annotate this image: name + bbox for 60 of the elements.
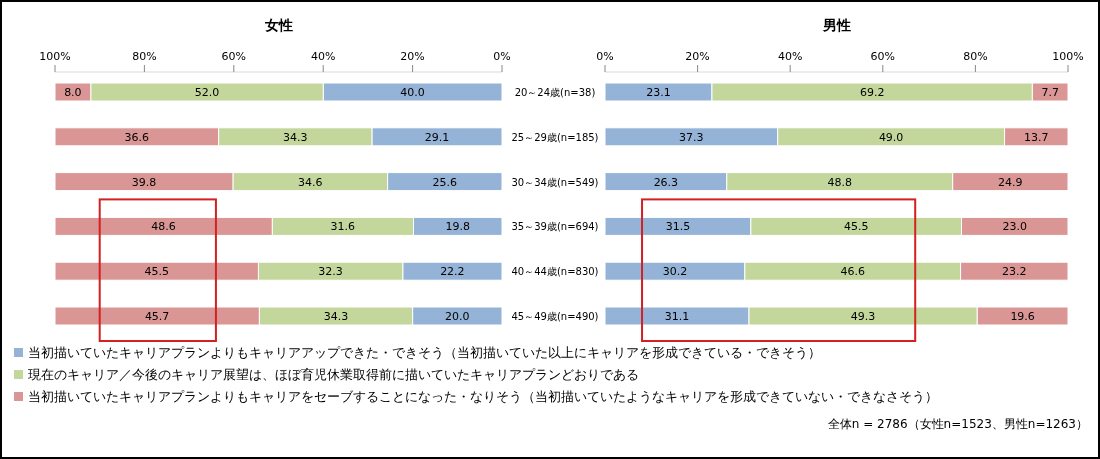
x-tick-label: 80% bbox=[132, 50, 157, 63]
data-label: 39.8 bbox=[131, 175, 157, 189]
data-label: 29.1 bbox=[424, 130, 450, 144]
data-label: 25.6 bbox=[432, 175, 458, 189]
data-label: 48.6 bbox=[151, 220, 176, 234]
data-label: 22.2 bbox=[440, 265, 465, 279]
data-label: 23.1 bbox=[646, 86, 671, 99]
data-label: 45.5 bbox=[144, 265, 169, 279]
data-label: 40.0 bbox=[400, 86, 425, 99]
data-label: 31.1 bbox=[664, 310, 690, 323]
x-tick-label: 0% bbox=[596, 50, 614, 63]
data-label: 49.0 bbox=[878, 130, 904, 144]
data-label: 13.7 bbox=[1024, 130, 1049, 144]
y-tick-label: 45～49歳(n=490) bbox=[511, 311, 599, 322]
data-label: 26.3 bbox=[653, 175, 679, 189]
data-label: 69.2 bbox=[859, 86, 885, 99]
data-label: 7.7 bbox=[1041, 86, 1059, 99]
data-label: 20.0 bbox=[445, 310, 470, 323]
data-label: 34.3 bbox=[283, 130, 308, 144]
data-label: 34.6 bbox=[297, 175, 323, 189]
data-label: 31.6 bbox=[330, 220, 356, 234]
x-tick-label: 20% bbox=[685, 50, 710, 63]
x-tick-label: 0% bbox=[493, 50, 511, 63]
data-label: 31.5 bbox=[665, 220, 691, 234]
data-label: 19.6 bbox=[1010, 310, 1035, 323]
data-label: 32.3 bbox=[318, 265, 343, 279]
data-label: 34.3 bbox=[323, 310, 349, 323]
data-label: 23.0 bbox=[1002, 220, 1028, 234]
x-tick-label: 80% bbox=[963, 50, 988, 63]
data-label: 30.2 bbox=[662, 265, 688, 279]
data-label: 48.8 bbox=[827, 175, 852, 189]
data-label: 37.3 bbox=[679, 130, 704, 144]
data-label: 52.0 bbox=[194, 86, 220, 99]
chart-title: 女性 bbox=[263, 17, 293, 33]
data-label: 45.7 bbox=[144, 310, 170, 323]
y-tick-label: 40～44歳(n=830) bbox=[511, 266, 599, 278]
data-label: 23.2 bbox=[1002, 265, 1027, 279]
x-tick-label: 60% bbox=[221, 50, 247, 63]
text: 全体n = 2786（女性n=1523、男性n=1263） bbox=[827, 417, 1088, 431]
legend-label: 当初描いていたキャリアプランよりもキャリアアップできた・できそう（当初描いていた以上にキャリアを形成できている・できそう） bbox=[28, 345, 821, 360]
x-tick-label: 40% bbox=[777, 50, 803, 63]
data-label: 19.8 bbox=[445, 220, 470, 234]
x-tick-label: 100% bbox=[1052, 50, 1084, 63]
y-tick-label: 20～24歳(n=38) bbox=[514, 87, 596, 98]
data-label: 46.6 bbox=[840, 265, 865, 279]
data-label: 45.5 bbox=[843, 220, 869, 234]
x-tick-label: 20% bbox=[400, 50, 425, 63]
y-tick-label: 35～39歳(n=694) bbox=[511, 221, 599, 233]
data-label: 36.6 bbox=[124, 130, 150, 144]
legend-label: 当初描いていたキャリアプランよりもキャリアをセーブすることになった・なりそう（当初描いていたようなキャリアを形成できていない・できなさそう） bbox=[28, 389, 938, 404]
data-label: 49.3 bbox=[850, 310, 876, 323]
x-tick-label: 60% bbox=[870, 50, 896, 63]
y-tick-label: 25～29歳(n=185) bbox=[511, 131, 599, 143]
data-label: 8.0 bbox=[64, 86, 82, 99]
data-label: 24.9 bbox=[998, 175, 1023, 189]
x-tick-label: 40% bbox=[310, 50, 336, 63]
x-tick-label: 100% bbox=[39, 50, 71, 63]
legend-label: 現在のキャリア／今後のキャリア展望は、ほぼ育児休業取得前に描いていたキャリアプランどおりである bbox=[28, 367, 639, 382]
y-tick-label: 30～34歳(n=549) bbox=[511, 176, 599, 188]
chart-title: 男性 bbox=[821, 17, 851, 33]
